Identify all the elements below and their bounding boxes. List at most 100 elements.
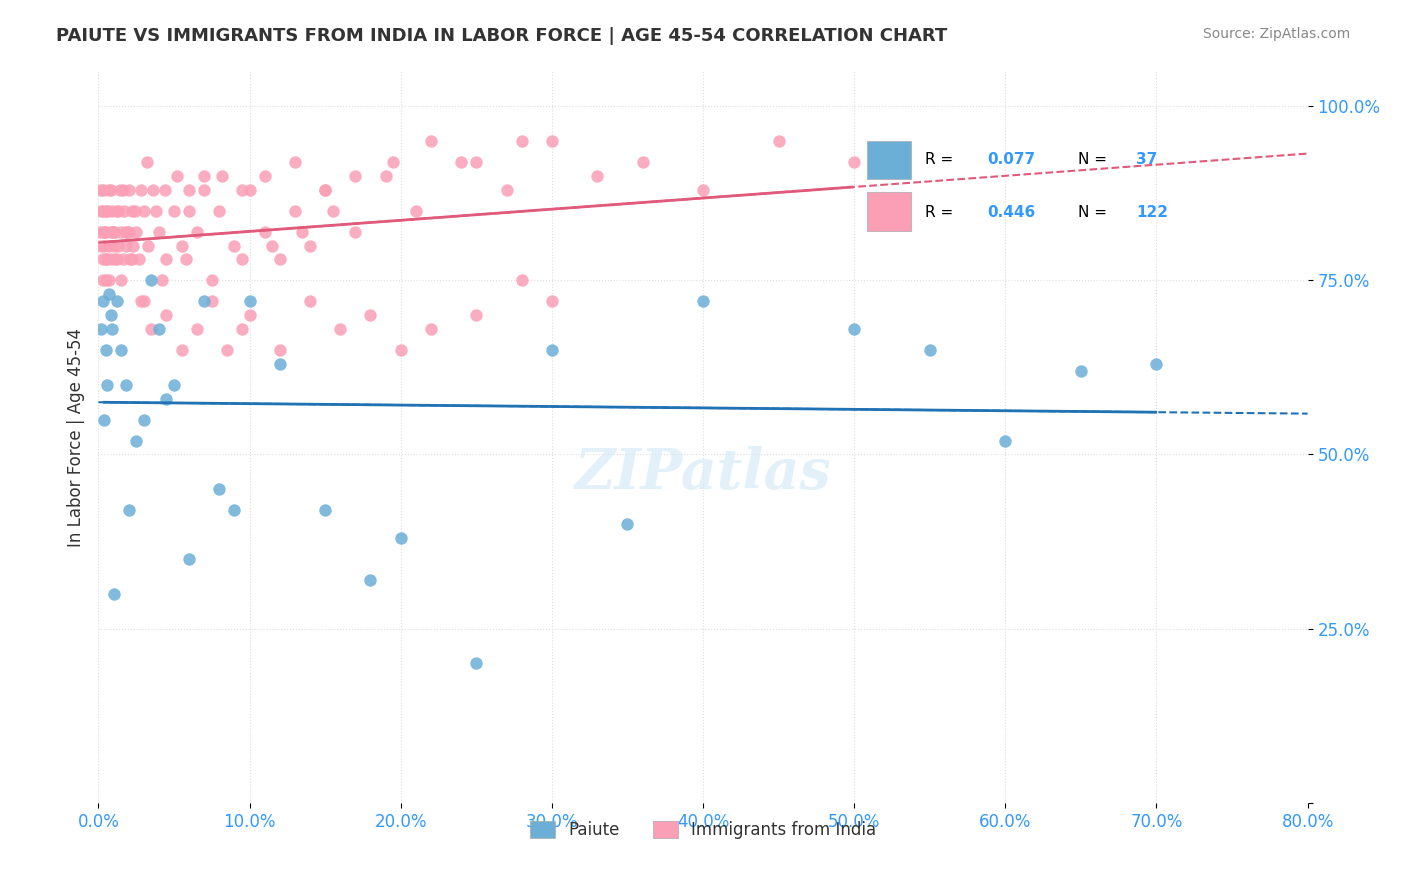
Point: [170, 343, 193, 357]
Point: [90, 238, 112, 252]
Point: [155, 308, 177, 322]
Point: [179, 183, 201, 197]
Point: [141, 273, 163, 287]
Point: [142, 183, 165, 197]
Point: [120, 252, 142, 267]
Point: [174, 252, 197, 267]
Point: [193, 294, 215, 309]
Point: [262, 238, 284, 252]
Point: [145, 203, 167, 218]
Point: [91, 252, 114, 267]
Point: [465, 308, 488, 322]
Point: [150, 273, 173, 287]
Text: PAIUTE VS IMMIGRANTS FROM INDIA IN LABOR FORCE | AGE 45-54 CORRELATION CHART: PAIUTE VS IMMIGRANTS FROM INDIA IN LABOR…: [56, 27, 948, 45]
Point: [239, 294, 262, 309]
Point: [495, 183, 517, 197]
Point: [465, 657, 488, 671]
Point: [114, 377, 136, 392]
Point: [344, 169, 367, 183]
Point: [111, 252, 134, 267]
Point: [844, 322, 866, 336]
Point: [148, 225, 170, 239]
Point: [111, 183, 134, 197]
Point: [107, 238, 129, 252]
Point: [299, 238, 322, 252]
Point: [153, 183, 176, 197]
Point: [405, 203, 427, 218]
Point: [918, 343, 941, 357]
Point: [208, 203, 231, 218]
Point: [208, 483, 231, 497]
Point: [314, 183, 336, 197]
Point: [132, 412, 155, 426]
Point: [450, 155, 472, 169]
Point: [110, 273, 132, 287]
Point: [135, 155, 157, 169]
Point: [360, 573, 382, 587]
Point: [1070, 364, 1092, 378]
Point: [94, 273, 117, 287]
Point: [179, 203, 201, 218]
Point: [269, 252, 291, 267]
Point: [420, 134, 443, 148]
Point: [616, 517, 638, 532]
Point: [155, 392, 177, 406]
Point: [110, 343, 132, 357]
Point: [103, 587, 125, 601]
Point: [231, 183, 253, 197]
Legend: Paiute, Immigrants from India: Paiute, Immigrants from India: [523, 814, 883, 846]
Point: [114, 238, 136, 252]
Point: [1144, 357, 1167, 371]
Point: [129, 183, 152, 197]
Point: [374, 169, 396, 183]
Point: [253, 225, 276, 239]
Point: [269, 343, 291, 357]
Point: [93, 225, 115, 239]
Point: [231, 252, 253, 267]
Point: [125, 225, 148, 239]
Point: [224, 503, 246, 517]
Text: ZIPatlas: ZIPatlas: [575, 446, 831, 501]
Point: [94, 343, 117, 357]
Point: [94, 252, 117, 267]
Point: [103, 225, 125, 239]
Point: [104, 252, 127, 267]
Point: [540, 294, 562, 309]
Point: [103, 238, 125, 252]
Point: [211, 169, 233, 183]
Point: [105, 252, 128, 267]
Point: [269, 357, 291, 371]
Point: [186, 225, 208, 239]
Point: [103, 225, 125, 239]
Point: [329, 322, 352, 336]
Point: [105, 203, 128, 218]
Point: [108, 183, 131, 197]
Point: [284, 155, 307, 169]
Point: [253, 169, 276, 183]
Point: [844, 155, 866, 169]
Point: [118, 503, 141, 517]
Point: [121, 252, 143, 267]
Point: [170, 238, 193, 252]
Point: [101, 225, 124, 239]
Point: [91, 203, 114, 218]
Point: [125, 434, 148, 448]
Point: [101, 322, 124, 336]
Point: [155, 252, 177, 267]
Point: [314, 183, 336, 197]
Point: [110, 225, 132, 239]
Point: [768, 134, 790, 148]
Point: [98, 287, 121, 301]
Point: [510, 134, 533, 148]
Point: [692, 183, 714, 197]
Point: [132, 294, 155, 309]
Point: [540, 134, 562, 148]
Point: [360, 308, 382, 322]
Point: [98, 183, 121, 197]
Point: [121, 203, 143, 218]
Point: [114, 225, 136, 239]
Point: [540, 343, 562, 357]
Point: [98, 238, 121, 252]
Point: [163, 377, 186, 392]
Y-axis label: In Labor Force | Age 45-54: In Labor Force | Age 45-54: [66, 327, 84, 547]
